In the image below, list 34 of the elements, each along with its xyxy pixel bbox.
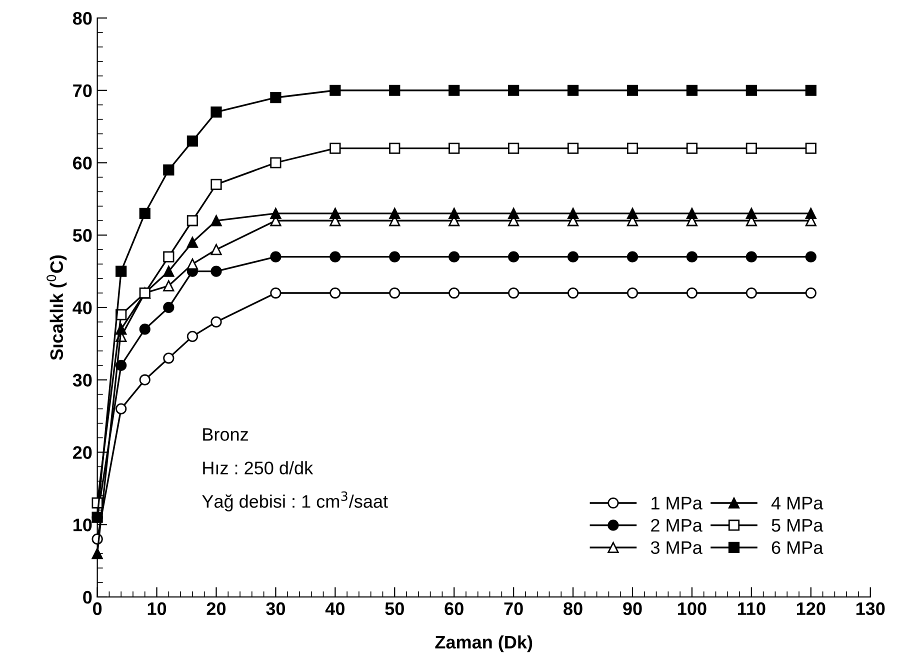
y-tick-label: 30 [72, 374, 92, 387]
y-tick-label: 20 [72, 446, 92, 459]
legend-label: 1 MPa [652, 496, 702, 510]
annotation: Yağ debisi : 1 cm$^{3}$/saat [202, 491, 388, 512]
y-tick-label: 50 [72, 229, 92, 242]
x-tick-label: 130 [856, 602, 885, 616]
x-tick-label: 70 [504, 602, 523, 616]
legend-label: 2 MPa [651, 518, 702, 532]
y-tick-label: 0 [83, 590, 92, 604]
x-tick-label: 100 [678, 602, 706, 616]
y-tick-label: 10 [74, 518, 92, 532]
y-axis-title: Sıcaklık ($^{0}$C) [46, 255, 67, 360]
x-axis-title: Zaman (Dk) [435, 635, 532, 652]
x-tick-label: 80 [564, 602, 582, 616]
x-tick-label: 90 [623, 602, 642, 616]
x-tick-label: 0 [93, 602, 102, 616]
x-tick-label: 10 [148, 602, 166, 616]
x-tick-label: 120 [796, 602, 826, 616]
x-tick-label: 60 [444, 602, 464, 616]
x-tick-label: 30 [266, 602, 286, 616]
y-tick-label: 40 [72, 301, 92, 314]
legend-label: 3 MPa [650, 541, 702, 554]
legend-label: 4 MPa [771, 496, 824, 510]
x-tick-label: 40 [325, 602, 344, 616]
y-tick-label: 70 [73, 84, 92, 98]
y-tick-label: 80 [72, 12, 92, 25]
legend-label: 5 MPa [772, 519, 824, 532]
annotation: Hız : 250 d/dk [203, 461, 314, 474]
y-tick-label: 60 [73, 156, 92, 170]
annotation: Bronz [203, 428, 248, 441]
legend-label: 6 MPa [772, 541, 824, 554]
x-tick-label: 20 [206, 602, 226, 616]
x-tick-label: 50 [385, 602, 404, 616]
x-tick-label: 110 [738, 602, 766, 616]
